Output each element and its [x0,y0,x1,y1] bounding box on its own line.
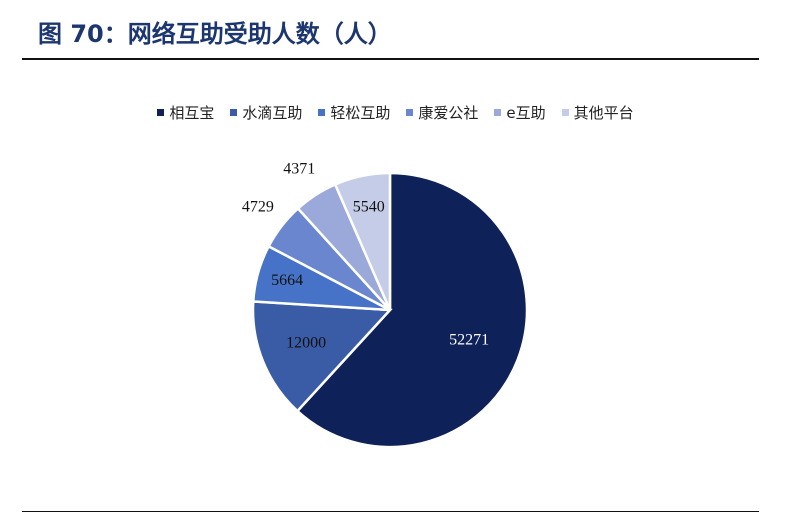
legend-label: 轻松互助 [330,104,391,122]
legend: 相互宝 水滴互助 轻松互助 康爱公社 e互助 其他平台 [0,102,791,123]
legend-label: 其他平台 [573,104,634,122]
legend-label: e互助 [506,104,546,122]
data-label: 5540 [353,199,385,216]
data-label: 12000 [286,334,326,351]
legend-swatch [318,109,326,116]
legend-item: 相互宝 [157,102,214,123]
legend-swatch [157,109,165,116]
legend-label: 相互宝 [169,104,215,122]
legend-label: 康爱公社 [418,104,479,122]
pie-slice [295,171,529,449]
legend-item: e互助 [494,102,546,123]
legend-swatch [561,109,569,116]
legend-item: 康爱公社 [406,102,478,123]
data-label: 52271 [449,331,489,348]
data-label: 5664 [271,272,303,289]
data-label: 4371 [283,160,315,177]
data-label: 4729 [242,198,274,215]
legend-swatch [406,109,414,116]
pie-slice [333,171,392,311]
legend-item: 水滴互助 [230,102,302,123]
pie-slice [251,300,393,413]
legend-swatch [230,109,238,116]
chart-title: 图 70：网络互助受助人数（人） [38,20,392,48]
rule [22,58,759,60]
legend-item: 轻松互助 [318,102,390,123]
legend-item: 其他平台 [561,102,634,123]
legend-swatch [494,109,502,116]
rule [22,511,759,512]
legend-label: 水滴互助 [242,104,303,122]
